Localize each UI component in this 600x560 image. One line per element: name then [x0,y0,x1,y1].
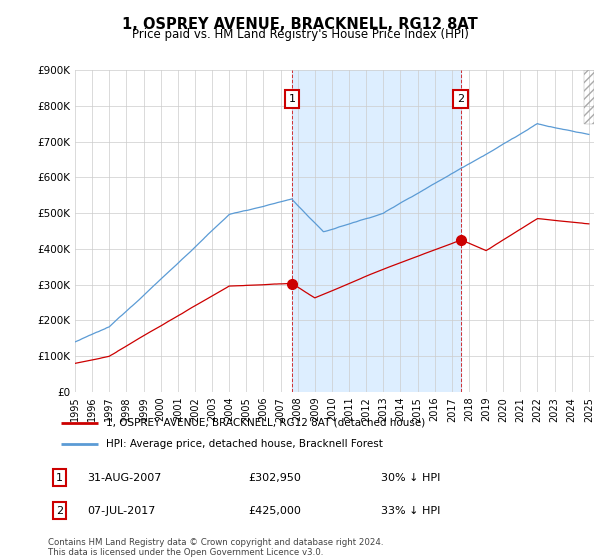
Text: 1: 1 [289,94,296,104]
Text: HPI: Average price, detached house, Bracknell Forest: HPI: Average price, detached house, Brac… [106,439,383,449]
Text: 1: 1 [56,473,63,483]
Text: 1, OSPREY AVENUE, BRACKNELL, RG12 8AT: 1, OSPREY AVENUE, BRACKNELL, RG12 8AT [122,17,478,32]
Text: 31-AUG-2007: 31-AUG-2007 [88,473,162,483]
Text: £302,950: £302,950 [248,473,302,483]
Text: 2: 2 [457,94,464,104]
Text: Contains HM Land Registry data © Crown copyright and database right 2024.
This d: Contains HM Land Registry data © Crown c… [48,538,383,557]
Text: 30% ↓ HPI: 30% ↓ HPI [380,473,440,483]
Text: Price paid vs. HM Land Registry's House Price Index (HPI): Price paid vs. HM Land Registry's House … [131,28,469,41]
Text: 2: 2 [56,506,63,516]
Text: 1, OSPREY AVENUE, BRACKNELL, RG12 8AT (detached house): 1, OSPREY AVENUE, BRACKNELL, RG12 8AT (d… [106,418,425,428]
Bar [292,70,461,392]
Text: £425,000: £425,000 [248,506,302,516]
Text: 07-JUL-2017: 07-JUL-2017 [88,506,156,516]
Text: 33% ↓ HPI: 33% ↓ HPI [380,506,440,516]
